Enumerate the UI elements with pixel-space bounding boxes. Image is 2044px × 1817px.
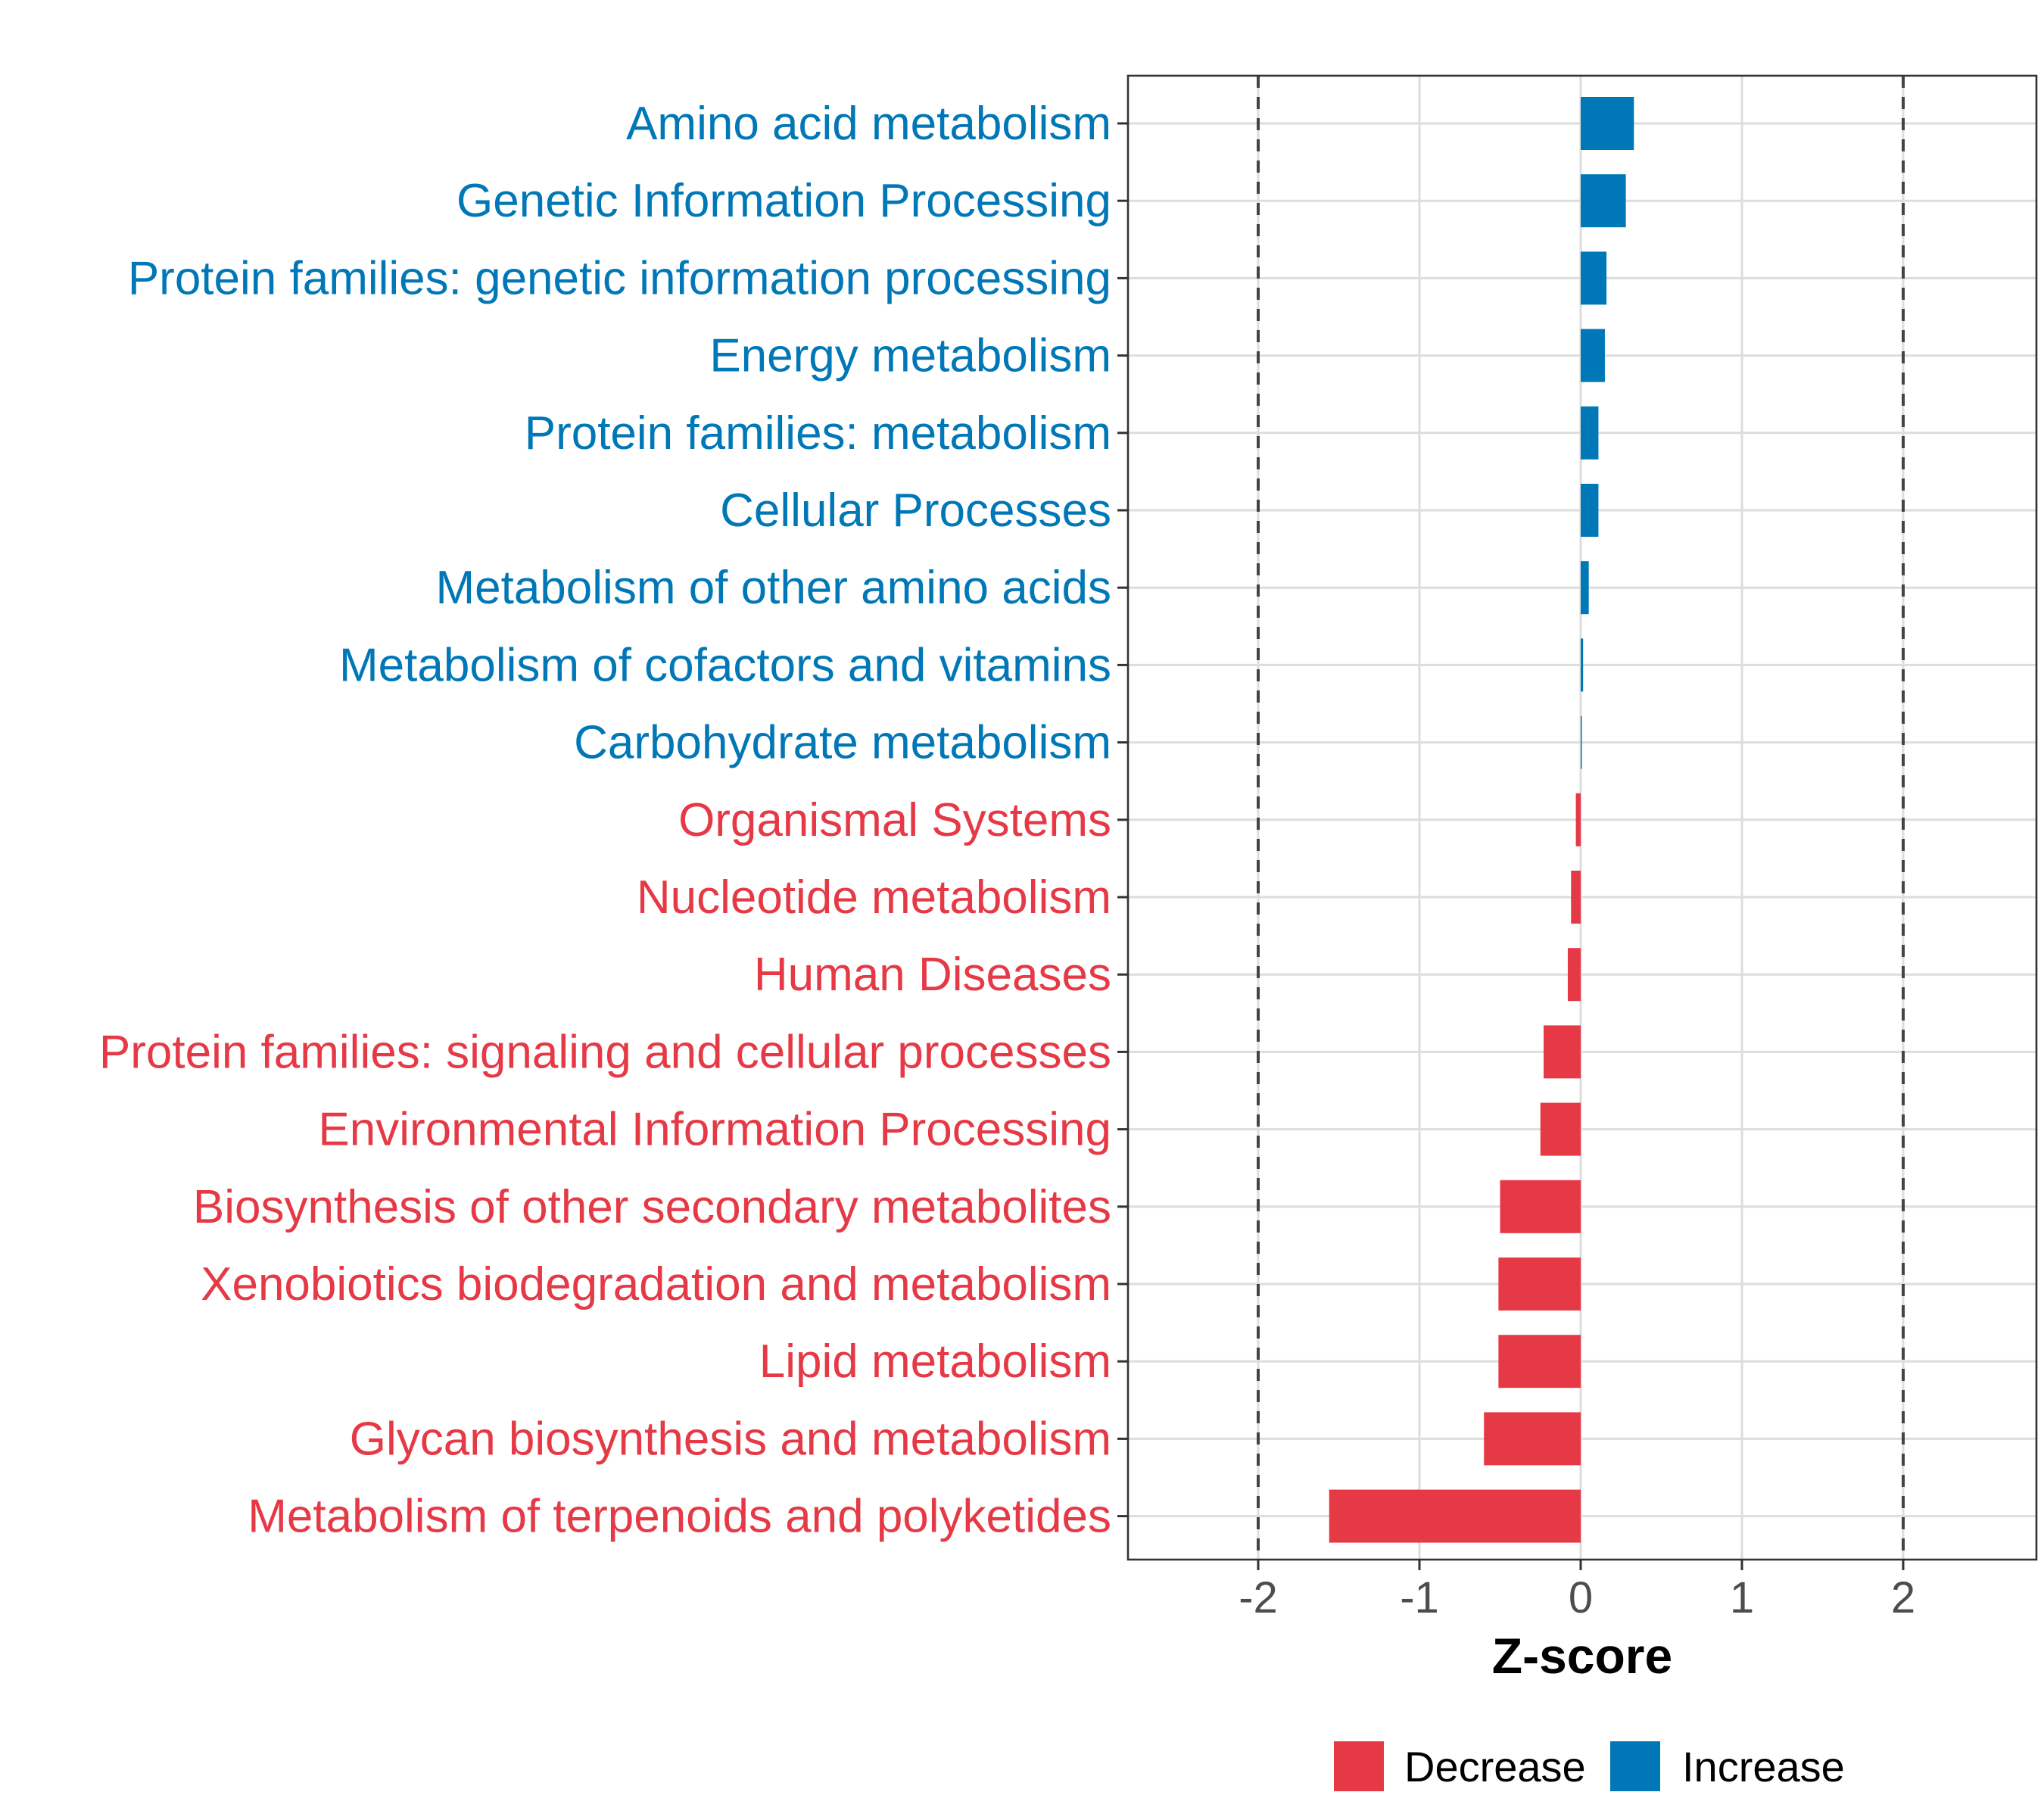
bar-increase [1581,638,1584,692]
bar-decrease [1540,1102,1581,1156]
category-label: Environmental Information Processing [318,1104,1111,1156]
category-label: Protein families: metabolism [525,407,1111,460]
y-axis-ticks: Amino acid metabolism Genetic Information… [99,98,1128,1543]
bar-increase [1581,329,1605,382]
category-label: Xenobiotics biodegradation and metabolis… [201,1258,1111,1311]
category-label: Metabolism of terpenoids and polyketides [248,1491,1111,1543]
bar-decrease [1498,1258,1581,1311]
bar-increase [1581,561,1589,615]
bar-decrease [1500,1180,1581,1233]
bar-decrease [1544,1025,1581,1079]
x-tick-label: 2 [1891,1573,1915,1622]
category-label: Metabolism of cofactors and vitamins [339,639,1111,691]
category-label: Nucleotide metabolism [637,871,1111,924]
legend: Decrease Increase [1334,1741,1845,1791]
category-label: Amino acid metabolism [626,98,1111,150]
category-label: Human Diseases [754,949,1111,1001]
x-tick-label: 0 [1569,1573,1593,1622]
bar-decrease [1571,871,1581,924]
bar-increase [1581,406,1599,460]
category-label: Carbohydrate metabolism [574,717,1111,769]
reference-lines [1257,76,1905,1560]
category-label: Genetic Information Processing [456,175,1111,227]
x-axis-ticks: -2 -1 0 1 2 [1239,1560,1915,1622]
category-label: Organismal Systems [678,794,1111,846]
category-label: Cellular Processes [720,485,1111,537]
x-axis-title: Z-score [1492,1628,1672,1684]
bar-decrease [1484,1412,1581,1466]
bar-decrease [1498,1335,1581,1388]
category-label: Biosynthesis of other secondary metaboli… [193,1181,1111,1233]
bar-decrease [1575,793,1581,846]
category-label: Energy metabolism [709,330,1111,382]
legend-swatch-decrease [1334,1741,1384,1791]
bar-decrease [1567,948,1581,1002]
plot-panel-border [1126,74,2038,1561]
category-label: Protein families: signaling and cellular… [99,1026,1111,1078]
category-label: Metabolism of other amino acids [435,562,1111,614]
bars [1329,97,1634,1543]
x-tick-label: 1 [1730,1573,1754,1622]
legend-label-increase: Increase [1682,1743,1845,1791]
category-label: Lipid metabolism [759,1335,1111,1388]
bar-decrease [1329,1489,1581,1543]
x-tick-label: -1 [1400,1573,1439,1622]
category-label: Protein families: genetic information pr… [128,252,1111,304]
bar-increase [1581,97,1634,150]
bar-increase [1581,715,1582,769]
bar-increase [1581,251,1607,305]
bar-increase [1581,484,1599,537]
bar-increase [1581,174,1626,228]
legend-label-decrease: Decrease [1404,1743,1586,1791]
x-tick-label: -2 [1239,1573,1278,1622]
legend-swatch-increase [1610,1741,1660,1791]
category-label: Glycan biosynthesis and metabolism [350,1413,1111,1465]
